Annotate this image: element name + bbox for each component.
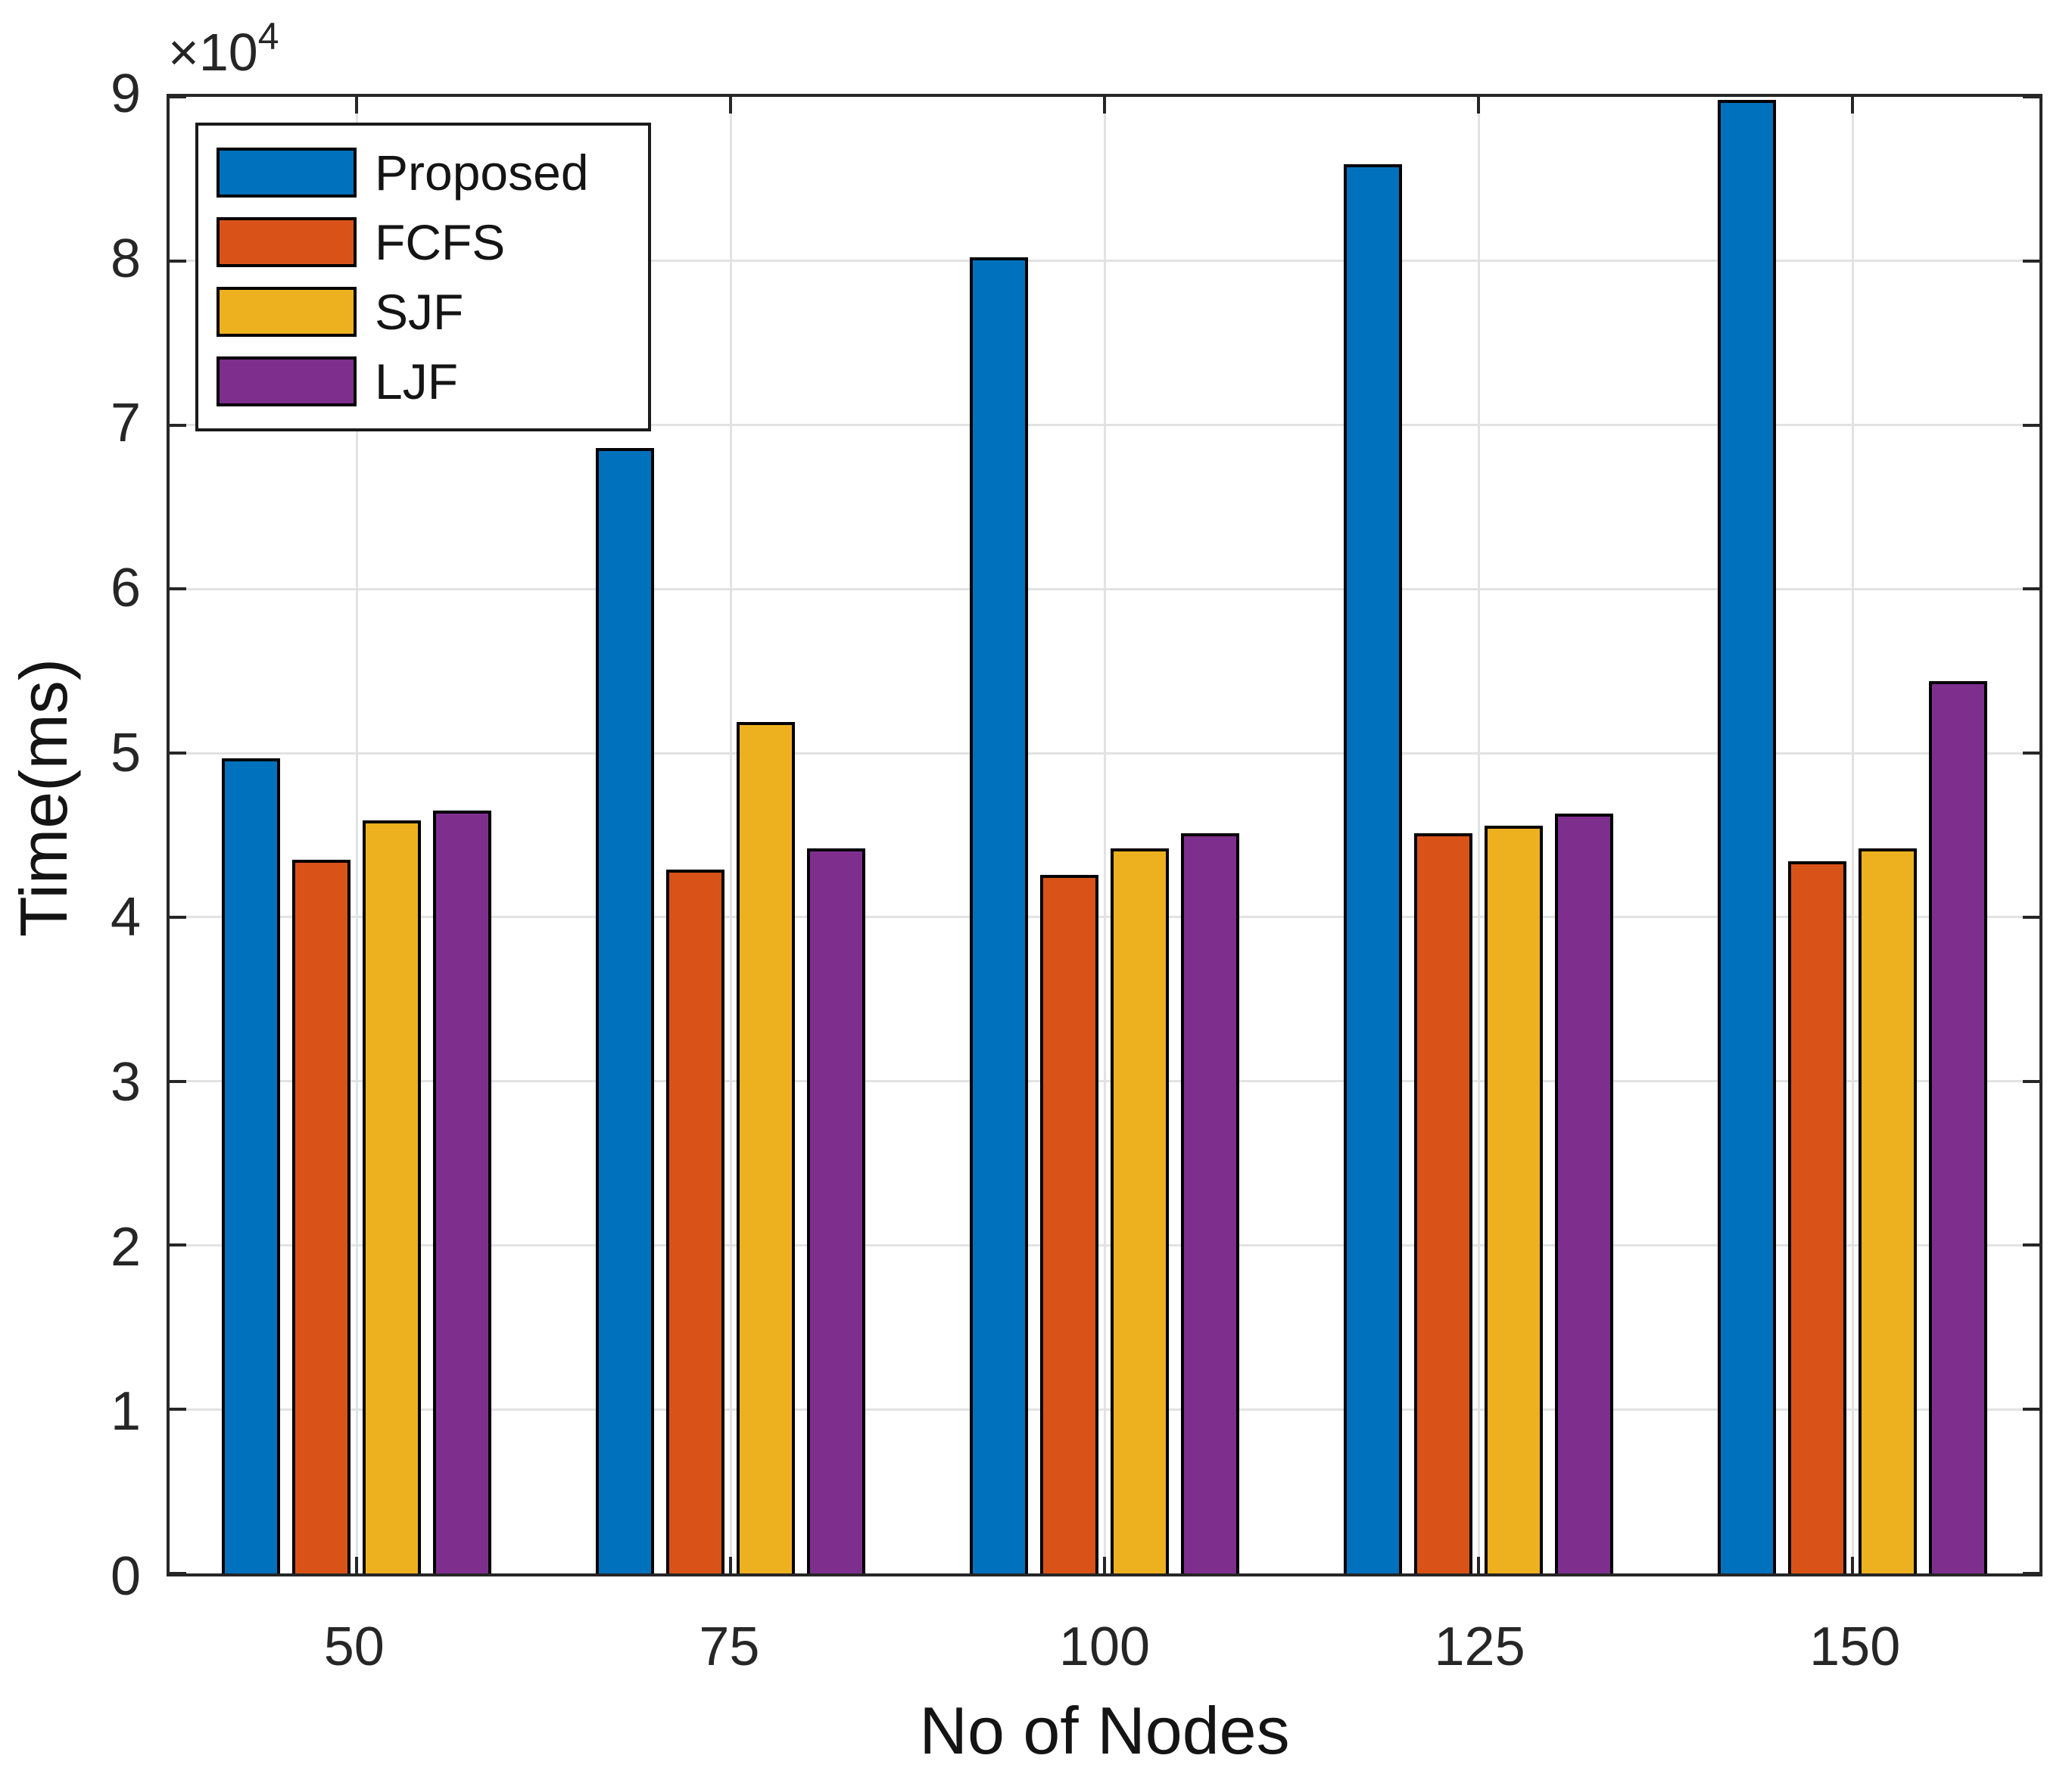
legend-label-ljf: LJF: [375, 353, 459, 409]
bar-group-100: [918, 97, 1291, 1573]
x-tick-labels: 50 75 100 125 150: [167, 1620, 2042, 1688]
y-axis-offset-exponent: 4: [257, 15, 279, 58]
bar-fcfs-50: [292, 860, 351, 1573]
y-tick-mark: [170, 587, 186, 591]
plot-area: Proposed FCFS SJF LJF: [167, 94, 2042, 1576]
bar-ljf-75: [807, 848, 865, 1573]
x-tick-mark: [729, 97, 732, 114]
v-gridline: [1851, 97, 1854, 1573]
legend-item-fcfs: FCFS: [217, 207, 618, 277]
legend: Proposed FCFS SJF LJF: [195, 123, 651, 431]
x-tick-mark: [1477, 97, 1480, 114]
x-tick-mark: [1851, 1557, 1854, 1573]
bar-proposed-125: [1344, 163, 1402, 1573]
x-tick-mark: [729, 1557, 732, 1573]
y-tick-mark: [170, 259, 186, 263]
bar-group-150: [1665, 97, 2039, 1573]
legend-label-sjf: SJF: [375, 284, 464, 340]
y-tick-mark: [170, 1572, 186, 1575]
y-tick-labels: 0 1 2 3 4 5 6 7 8 9: [0, 67, 141, 1604]
legend-swatch-proposed: [217, 148, 357, 198]
y-tick-label: 7: [110, 393, 141, 454]
x-axis-label: No of Nodes: [919, 1693, 1290, 1768]
bar-proposed-150: [1718, 100, 1776, 1573]
y-tick-mark: [170, 1079, 186, 1083]
x-tick-label: 50: [323, 1617, 385, 1677]
y-tick-mark: [2023, 1408, 2039, 1411]
v-gridline: [1103, 97, 1106, 1573]
y-tick-mark: [2023, 423, 2039, 427]
v-gridline: [355, 97, 358, 1573]
x-tick-mark: [1103, 97, 1106, 114]
bar-group-50: [170, 97, 544, 1573]
legend-label-fcfs: FCFS: [375, 214, 506, 270]
x-tick-label: 75: [699, 1617, 760, 1677]
y-axis-offset-base: ×10: [168, 23, 258, 82]
y-axis-offset-label: ×104: [168, 17, 279, 82]
y-tick-mark: [2023, 1243, 2039, 1247]
y-tick-label: 3: [110, 1051, 141, 1113]
bar-group-75: [544, 97, 918, 1573]
x-tick-mark: [355, 1557, 358, 1573]
bar-ljf-50: [433, 810, 491, 1573]
y-tick-mark: [170, 95, 186, 98]
bar-ljf-150: [1929, 680, 1987, 1573]
y-tick-mark: [170, 752, 186, 755]
y-tick-label: 4: [110, 887, 141, 948]
bar-sjf-100: [1111, 848, 1169, 1573]
x-tick-mark: [355, 97, 358, 114]
legend-swatch-sjf: [217, 287, 357, 337]
x-tick-mark: [1477, 1557, 1480, 1573]
bar-proposed-75: [596, 447, 654, 1573]
bar-sjf-125: [1485, 825, 1543, 1573]
y-tick-label: 9: [110, 64, 141, 124]
y-tick-label: 5: [110, 722, 141, 783]
y-tick-mark: [2023, 587, 2039, 591]
bar-group-125: [1291, 97, 1665, 1573]
bar-proposed-100: [970, 257, 1028, 1573]
y-tick-label: 1: [110, 1381, 141, 1443]
bar-ljf-100: [1181, 833, 1239, 1573]
v-gridline: [1477, 97, 1480, 1573]
x-tick-label: 100: [1058, 1617, 1151, 1677]
y-tick-mark: [170, 423, 186, 427]
y-tick-mark: [2023, 1572, 2039, 1575]
y-tick-label: 0: [110, 1546, 141, 1607]
y-tick-label: 6: [110, 557, 141, 618]
y-tick-mark: [2023, 1079, 2039, 1083]
legend-item-sjf: SJF: [217, 277, 618, 347]
y-tick-mark: [170, 1243, 186, 1247]
bar-fcfs-75: [666, 870, 724, 1573]
y-tick-label: 2: [110, 1216, 141, 1278]
legend-swatch-fcfs: [217, 217, 357, 267]
y-tick-mark: [2023, 915, 2039, 919]
x-tick-label: 150: [1809, 1617, 1901, 1677]
bar-fcfs-150: [1788, 861, 1846, 1573]
y-tick-mark: [2023, 95, 2039, 98]
bar-sjf-75: [737, 721, 795, 1573]
bar-fcfs-100: [1040, 874, 1098, 1573]
x-tick-label: 125: [1434, 1617, 1525, 1677]
y-tick-mark: [2023, 752, 2039, 755]
x-tick-mark: [1103, 1557, 1106, 1573]
legend-label-proposed: Proposed: [375, 145, 589, 201]
y-tick-mark: [170, 915, 186, 919]
y-tick-mark: [2023, 259, 2039, 263]
v-gridline: [729, 97, 732, 1573]
bar-sjf-150: [1859, 848, 1917, 1573]
bar-ljf-125: [1555, 814, 1613, 1573]
y-tick-label: 8: [110, 228, 141, 289]
legend-item-ljf: LJF: [217, 347, 618, 416]
legend-swatch-ljf: [217, 356, 357, 406]
legend-item-proposed: Proposed: [217, 138, 618, 207]
y-tick-mark: [170, 1408, 186, 1411]
bar-proposed-50: [222, 758, 280, 1573]
x-tick-mark: [1851, 97, 1854, 114]
bar-sjf-50: [363, 820, 421, 1573]
bar-fcfs-125: [1414, 833, 1472, 1573]
